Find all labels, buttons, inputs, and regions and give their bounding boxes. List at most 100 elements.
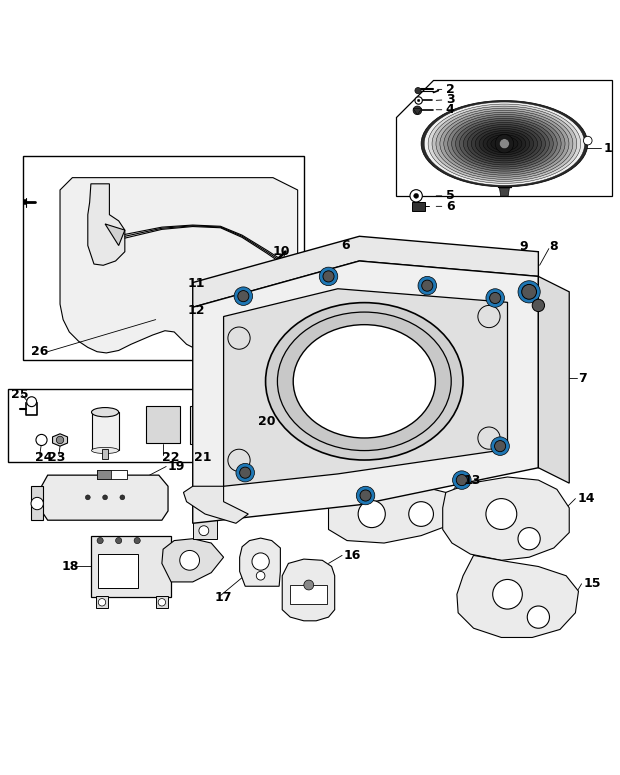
Polygon shape [457, 556, 578, 638]
Circle shape [417, 99, 420, 102]
Circle shape [323, 270, 334, 282]
Circle shape [583, 136, 592, 145]
Circle shape [532, 299, 544, 312]
Circle shape [180, 550, 200, 570]
Circle shape [99, 598, 105, 606]
Ellipse shape [440, 110, 569, 177]
Ellipse shape [92, 408, 118, 417]
Circle shape [415, 88, 421, 94]
Ellipse shape [265, 302, 463, 460]
Circle shape [319, 267, 338, 286]
Text: 6: 6 [446, 200, 454, 213]
Ellipse shape [92, 447, 118, 453]
Circle shape [234, 287, 252, 305]
Text: 20: 20 [257, 415, 275, 428]
Text: 13: 13 [463, 474, 480, 487]
Polygon shape [53, 434, 68, 446]
Polygon shape [193, 261, 538, 523]
Polygon shape [60, 177, 298, 356]
Ellipse shape [448, 114, 561, 173]
Ellipse shape [456, 119, 553, 169]
Text: 21: 21 [194, 451, 211, 464]
Bar [190, 406, 213, 444]
Circle shape [287, 337, 296, 346]
Circle shape [97, 538, 104, 543]
Bar [99, 554, 138, 588]
Ellipse shape [483, 133, 526, 155]
Circle shape [415, 97, 422, 104]
Circle shape [495, 440, 506, 452]
Ellipse shape [491, 136, 518, 150]
Circle shape [495, 134, 514, 153]
Bar [91, 536, 171, 598]
Bar [92, 412, 118, 450]
Circle shape [422, 280, 433, 291]
Circle shape [103, 495, 107, 500]
Circle shape [228, 327, 250, 350]
Circle shape [518, 281, 540, 303]
Ellipse shape [277, 312, 451, 450]
Text: 16: 16 [344, 549, 361, 562]
Ellipse shape [432, 106, 577, 181]
Polygon shape [105, 224, 125, 246]
Bar [23, 156, 304, 360]
Text: 1: 1 [603, 142, 612, 154]
Circle shape [356, 486, 375, 505]
Circle shape [115, 538, 122, 543]
Polygon shape [413, 109, 422, 115]
Circle shape [31, 498, 43, 510]
Polygon shape [282, 559, 335, 621]
Circle shape [493, 580, 522, 609]
Bar [290, 585, 327, 604]
Ellipse shape [451, 116, 557, 171]
Circle shape [360, 490, 371, 501]
Ellipse shape [424, 102, 585, 185]
Polygon shape [184, 486, 248, 523]
Circle shape [240, 467, 250, 478]
Text: 6: 6 [341, 239, 350, 252]
Bar [146, 406, 180, 443]
Circle shape [236, 463, 254, 482]
Text: 11: 11 [188, 277, 205, 291]
Text: 4: 4 [446, 103, 454, 116]
Bar [97, 470, 110, 479]
Bar [96, 596, 108, 608]
Text: 10: 10 [273, 245, 290, 258]
Ellipse shape [471, 126, 538, 161]
Circle shape [409, 501, 433, 526]
Circle shape [453, 471, 471, 489]
Circle shape [478, 305, 500, 328]
Circle shape [518, 528, 540, 549]
Ellipse shape [479, 130, 529, 157]
Text: 12: 12 [188, 304, 205, 317]
Circle shape [263, 356, 270, 363]
Polygon shape [162, 539, 224, 582]
Circle shape [486, 289, 505, 307]
Circle shape [36, 435, 47, 446]
Ellipse shape [293, 325, 435, 438]
Circle shape [491, 437, 510, 456]
Text: 7: 7 [578, 372, 587, 384]
Text: 17: 17 [215, 591, 232, 604]
Circle shape [27, 397, 37, 407]
Polygon shape [224, 289, 508, 486]
Text: 5: 5 [446, 189, 454, 202]
Circle shape [521, 284, 536, 299]
Circle shape [527, 606, 549, 629]
Text: 23: 23 [48, 451, 65, 464]
Circle shape [198, 438, 205, 446]
Text: eReplacementParts.com: eReplacementParts.com [229, 395, 415, 411]
Text: 25: 25 [11, 388, 28, 401]
Circle shape [228, 449, 250, 471]
Text: 15: 15 [583, 577, 601, 591]
Bar [193, 520, 218, 539]
Circle shape [413, 106, 422, 115]
Circle shape [256, 571, 265, 580]
Polygon shape [193, 236, 538, 307]
Text: 18: 18 [62, 560, 79, 573]
Ellipse shape [421, 101, 588, 187]
Bar [270, 300, 288, 313]
Ellipse shape [487, 135, 522, 153]
Circle shape [252, 553, 269, 570]
Polygon shape [500, 188, 510, 196]
